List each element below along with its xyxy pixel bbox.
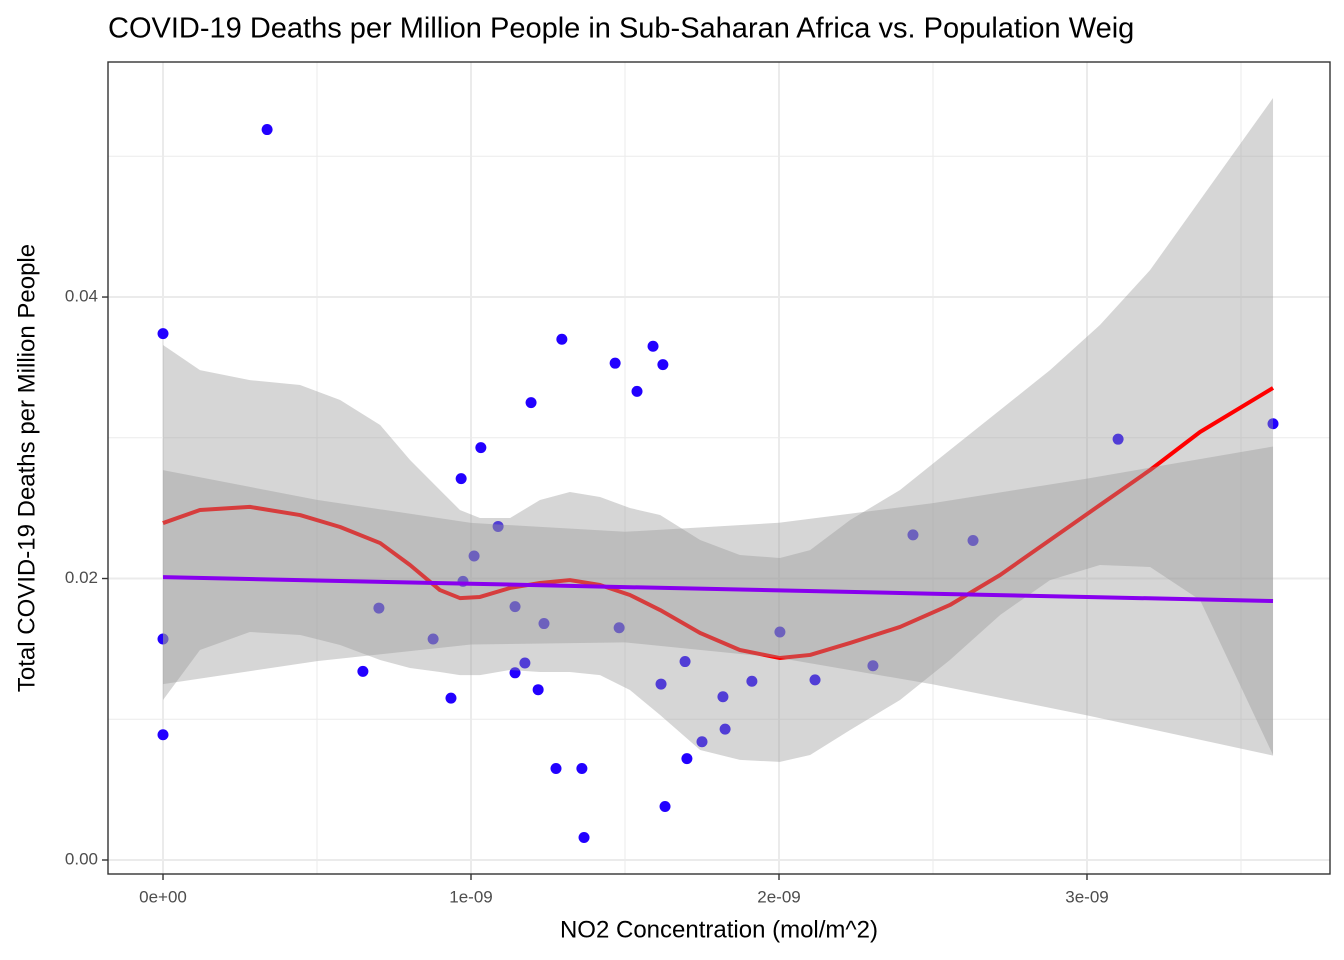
point	[655, 678, 667, 690]
point	[455, 473, 467, 485]
point	[719, 723, 731, 735]
point	[681, 753, 693, 765]
plot-area	[157, 98, 1279, 843]
point	[357, 665, 369, 677]
point	[157, 633, 169, 645]
point	[717, 691, 729, 703]
x-tick-label: 1e-09	[449, 887, 492, 906]
x-tick-label: 2e-09	[757, 887, 800, 906]
x-axis-title: NO2 Concentration (mol/m^2)	[560, 916, 878, 943]
point	[696, 736, 708, 748]
y-tick-label: 0.00	[65, 849, 98, 868]
point	[613, 622, 625, 634]
point	[631, 385, 643, 397]
point	[550, 763, 562, 775]
point	[576, 763, 588, 775]
y-axis-title: Total COVID-19 Deaths per Million People	[13, 244, 40, 692]
fit-line	[162, 386, 1275, 661]
y-tick-label: 0.04	[65, 287, 98, 306]
point	[907, 529, 919, 541]
chart-title: COVID-19 Deaths per Million People in Su…	[108, 13, 1134, 45]
fit-line	[162, 575, 1274, 604]
point	[261, 124, 273, 136]
point	[373, 602, 385, 614]
point	[556, 333, 568, 345]
point	[445, 692, 457, 704]
point	[475, 442, 487, 454]
x-tick-label: 3e-09	[1065, 887, 1108, 906]
point	[525, 397, 537, 409]
point	[647, 340, 659, 352]
point	[679, 656, 691, 668]
point	[774, 626, 786, 638]
point	[468, 550, 480, 562]
y-tick-label: 0.02	[65, 568, 98, 587]
point	[509, 601, 521, 613]
grid	[108, 62, 1330, 874]
point	[746, 675, 758, 687]
point	[1112, 433, 1124, 445]
axes: 0e+00 1e-09 2e-09 3e-09 0.00 0.02 0.04	[65, 287, 1109, 907]
point	[609, 357, 621, 369]
point	[157, 328, 169, 340]
confidence-band	[163, 446, 1274, 756]
point	[578, 831, 590, 843]
panel-border	[107, 61, 1331, 875]
point	[867, 660, 879, 672]
point	[657, 359, 669, 371]
point	[157, 729, 169, 741]
point	[967, 535, 979, 547]
point	[538, 618, 550, 630]
point	[1267, 418, 1279, 430]
point	[492, 520, 504, 532]
point	[509, 667, 521, 679]
point	[519, 657, 531, 669]
point	[659, 801, 671, 813]
point	[532, 684, 544, 696]
point	[427, 633, 439, 645]
x-tick-label: 0e+00	[139, 887, 187, 906]
point	[809, 674, 821, 686]
